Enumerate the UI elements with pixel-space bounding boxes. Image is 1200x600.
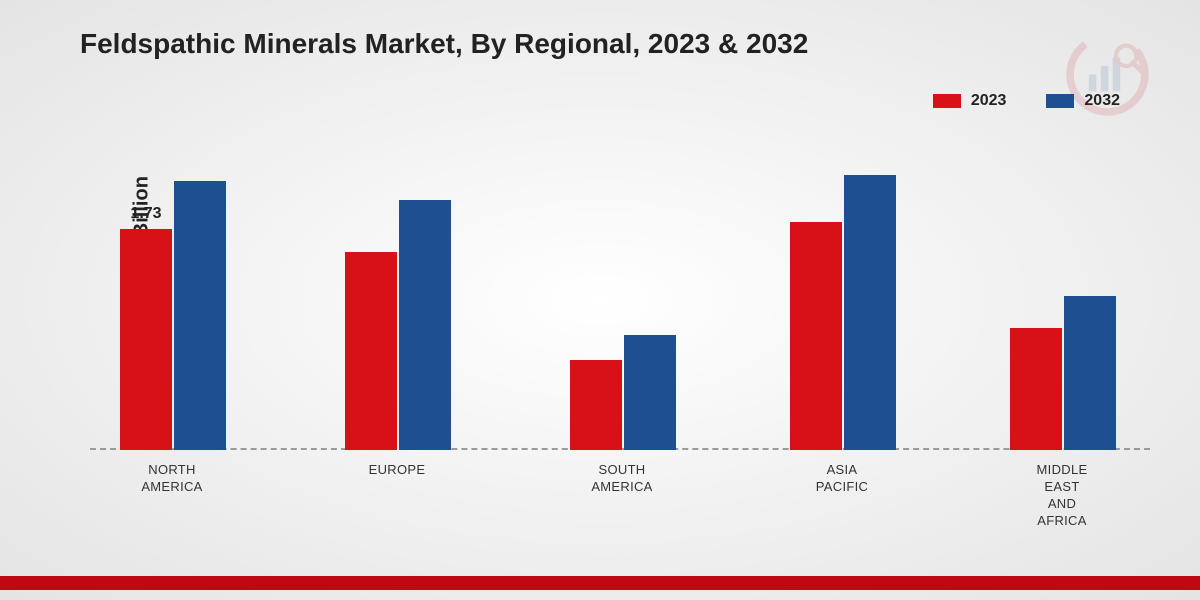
data-label: 1.73 (130, 205, 161, 223)
x-axis-category-label: EUROPE (327, 462, 467, 479)
x-axis-category-label: MIDDLEEASTANDAFRICA (992, 462, 1132, 530)
bar-2032 (844, 175, 896, 450)
bar-2032 (399, 200, 451, 450)
x-axis-category-label: ASIAPACIFIC (772, 462, 912, 496)
bar-2032 (624, 335, 676, 450)
legend-label-a: 2023 (971, 92, 1007, 110)
legend-item-2023: 2023 (933, 92, 1007, 110)
x-axis-category-label: NORTHAMERICA (102, 462, 242, 496)
bar-2023 (345, 252, 397, 450)
bar-2023 (790, 222, 842, 450)
bar-2032 (1064, 296, 1116, 450)
x-axis-category-label: SOUTHAMERICA (552, 462, 692, 496)
bar-2032 (174, 181, 226, 450)
bar-2023 (570, 360, 622, 450)
footer-accent-bar (0, 576, 1200, 590)
watermark-logo-icon (1065, 32, 1150, 117)
legend-swatch-a (933, 94, 961, 108)
bar-2023 (1010, 328, 1062, 450)
chart-plot-area: 1.73 (90, 130, 1150, 450)
bar-2023 (120, 229, 172, 450)
chart-title: Feldspathic Minerals Market, By Regional… (80, 28, 808, 60)
